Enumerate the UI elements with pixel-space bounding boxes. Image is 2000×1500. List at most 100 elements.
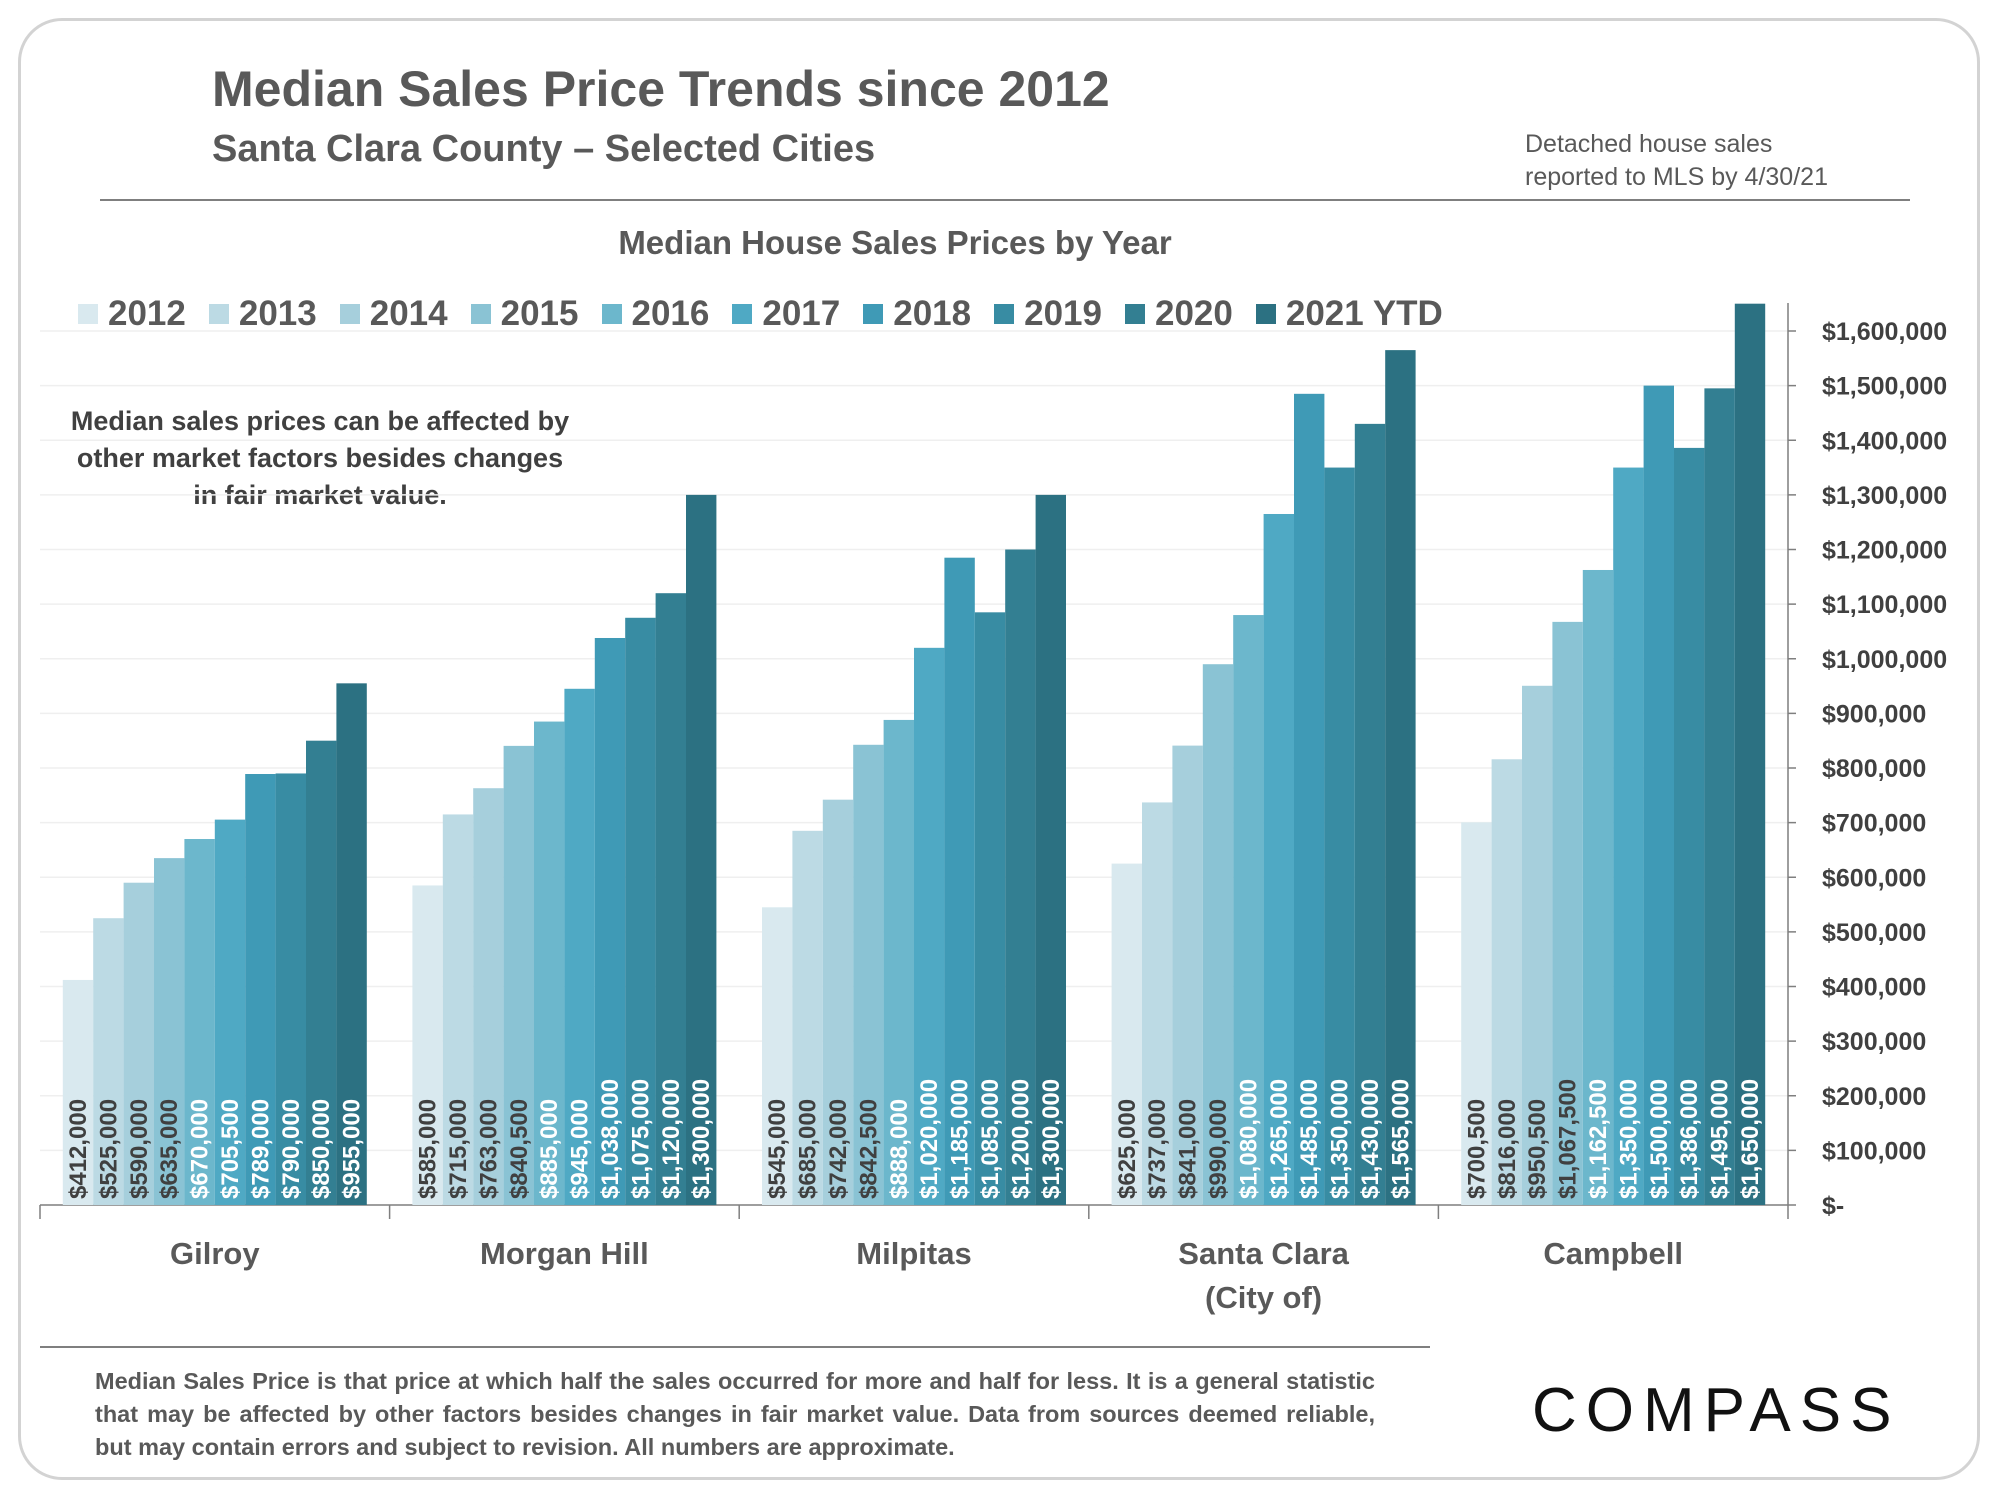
bar-value-label: $789,000 [247,1099,274,1199]
bar [93,918,124,1205]
bar-value-label: $1,350,000 [1615,1079,1642,1199]
bar [412,885,443,1205]
bar-value-label: $1,300,000 [1038,1079,1065,1199]
legend-item: 2019 [994,294,1102,334]
bar-value-label: $1,350,000 [1327,1079,1354,1199]
bar [974,612,1006,1205]
bar-value-label: $737,000 [1144,1099,1171,1199]
bar-value-label: $625,000 [1114,1099,1141,1199]
bar [275,773,306,1205]
legend-swatch [994,304,1015,324]
y-tick-label: $1,100,000 [1822,591,1947,619]
bar [655,593,686,1205]
y-tick-label: $- [1822,1192,1844,1220]
bar [1734,303,1766,1205]
legend-swatch [470,304,491,324]
bar [564,688,595,1205]
bar [442,814,474,1205]
bar [1582,569,1614,1205]
bar-value-label: $545,000 [764,1099,791,1199]
y-tick-label: $400,000 [1822,974,1926,1002]
bar [1354,423,1386,1205]
chart-annotation: Median sales prices can be affected by o… [40,403,600,514]
bar-value-label: $412,000 [65,1099,92,1199]
bar-value-label: $841,000 [1175,1099,1202,1199]
legend-swatch [732,304,753,324]
bar [1142,802,1173,1205]
legend-item: 2017 [732,294,840,334]
bar-value-label: $1,650,000 [1737,1079,1764,1199]
source-note-line1: Detached house sales [1525,130,1773,158]
bar [686,494,717,1205]
bar-value-label: $885,000 [536,1099,563,1199]
bar [822,799,854,1205]
category-label: (City of) [1205,1280,1322,1315]
y-tick-label: $1,400,000 [1822,427,1947,455]
footer-divider [40,1346,1430,1348]
category-label: Milpitas [856,1236,971,1271]
legend-swatch [1125,304,1145,324]
bar-value-label: $1,430,000 [1357,1079,1384,1199]
bar [123,882,154,1205]
bar-value-label: $816,000 [1494,1099,1521,1199]
bar [1552,621,1583,1205]
legend-item: 2015 [470,294,579,334]
bar-value-label: $1,485,000 [1296,1079,1323,1199]
bar [534,721,565,1205]
bar [1172,745,1203,1205]
bar-value-label: $1,265,000 [1266,1079,1293,1199]
bar-value-label: $945,000 [567,1099,594,1199]
legend-label: 2019 [1024,294,1102,333]
y-tick-label: $700,000 [1822,810,1926,838]
legend-label: 2021 YTD [1285,294,1443,333]
y-tick-label: $800,000 [1822,755,1926,783]
source-note: Detached house sales reported to MLS by … [1525,128,1828,194]
bar [1385,350,1416,1205]
y-tick-label: $600,000 [1822,864,1926,892]
legend-swatch [78,304,98,324]
bar [1674,447,1705,1206]
bar [1643,385,1674,1205]
bar [1491,759,1522,1205]
y-tick-label: $200,000 [1822,1083,1926,1111]
bar [1324,467,1355,1205]
bar-value-label: $888,000 [886,1099,913,1199]
bar-value-label: $763,000 [475,1099,502,1199]
bar [184,839,215,1205]
legend-swatch [863,304,884,324]
bar-value-label: $990,000 [1205,1099,1232,1199]
bar [1263,513,1294,1205]
bar-value-label: $1,075,000 [627,1079,654,1199]
bar [1522,685,1553,1205]
bar-value-label: $635,000 [156,1099,183,1199]
bar [62,979,94,1205]
chart-legend: 2012 2013 2014 2015 2016 2017 2018 2019 2020 2021… [78,294,1466,334]
bar-value-label: $715,000 [445,1099,472,1199]
legend-item: 2020 [1125,294,1233,334]
bar [1005,549,1036,1205]
bar [1613,467,1644,1205]
bar [306,740,337,1205]
category-label: Morgan Hill [480,1236,649,1271]
category-label: Gilroy [170,1236,260,1271]
bar-value-label: $525,000 [95,1099,122,1199]
bar [1704,388,1735,1205]
legend-label: 2015 [500,294,579,333]
bar [1461,822,1492,1205]
bar-value-label: $585,000 [415,1099,442,1199]
legend-item: 2013 [208,294,317,334]
bar [762,907,793,1205]
bar [853,744,884,1205]
y-tick-label: $100,000 [1822,1137,1926,1165]
legend-item: 2018 [863,294,971,334]
y-tick-label: $300,000 [1822,1028,1926,1056]
bar [625,617,656,1205]
bar [1035,494,1066,1205]
bar [336,683,367,1205]
bar [1294,393,1325,1206]
bar-value-label: $1,067,500 [1555,1079,1582,1199]
bar-value-label: $1,495,000 [1707,1079,1734,1199]
legend-swatch [1255,304,1276,324]
bar-value-label: $670,000 [187,1099,214,1199]
